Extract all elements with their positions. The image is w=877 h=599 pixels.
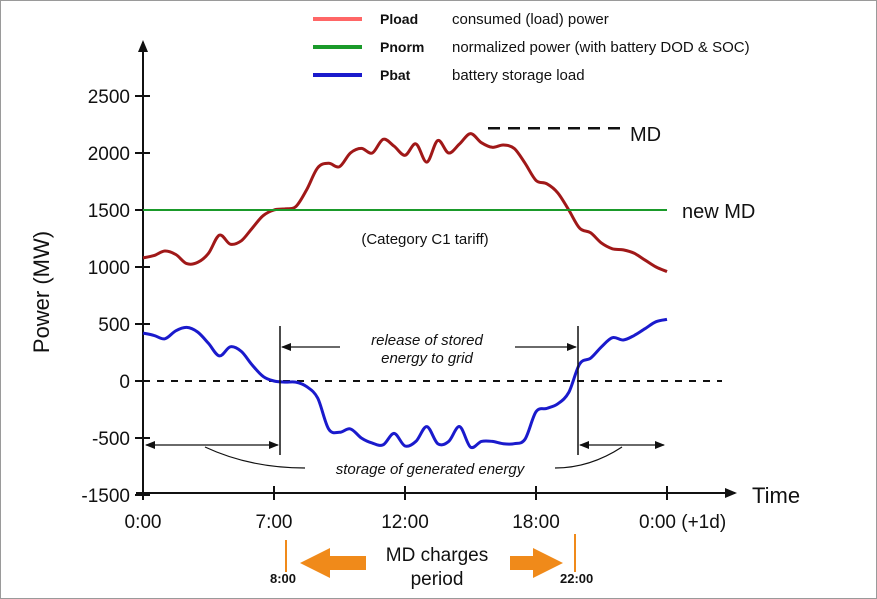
legend-symbol-pnorm: Pnorm	[380, 39, 424, 55]
x-tick-label: 12:00	[381, 512, 429, 533]
legend-text-pnorm: normalized power (with battery DOD & SOC…	[452, 39, 750, 56]
release-label-line1: release of stored	[371, 332, 483, 349]
y-tick-label: 2500	[88, 87, 130, 108]
period-arrow-left	[300, 548, 366, 578]
release-label-line2: energy to grid	[381, 350, 473, 367]
y-tick-label: 1000	[88, 258, 130, 279]
md-charges-period: MD charges period 8:00 22:00	[270, 534, 593, 590]
legend-text-pbat: battery storage load	[452, 67, 585, 84]
tick-labels: -1500 -500 0 500 1000 1500 2000 2500 0:00 7:00 12:…	[29, 87, 800, 533]
y-tick-label: 500	[98, 315, 130, 336]
period-label-line2: period	[411, 569, 464, 590]
storage-curve-left	[204, 446, 306, 469]
period-label-line1: MD charges	[386, 545, 488, 566]
series-pbat-line	[142, 317, 668, 450]
legend: Pload consumed (load) power Pnorm normalize…	[313, 11, 750, 84]
legend-text-pload: consumed (load) power	[452, 11, 609, 28]
y-tick-label: 2000	[88, 144, 130, 165]
tariff-label: (Category C1 tariff)	[361, 231, 488, 248]
axes	[136, 40, 737, 498]
y-axis-title: Power (MW)	[29, 231, 54, 353]
legend-symbol-pload: Pload	[380, 11, 418, 27]
y-tick-label: 1500	[88, 201, 130, 222]
new-md-label: new MD	[682, 201, 755, 223]
legend-symbol-pbat: Pbat	[380, 67, 411, 83]
storage-curve-right	[554, 446, 623, 469]
x-tick-label: 7:00	[256, 512, 293, 533]
x-tick-label: 0:00 (+1d)	[639, 512, 726, 533]
md-label: MD	[630, 124, 661, 146]
annotations: MD new MD (Category C1 tariff) release of s…	[145, 124, 755, 478]
period-arrow-right	[510, 548, 563, 578]
x-tick-label: 0:00	[125, 512, 162, 533]
period-end-label: 22:00	[560, 571, 593, 586]
release-label-bg	[340, 328, 515, 368]
series-pload-line	[142, 132, 668, 273]
y-tick-label: -500	[92, 429, 130, 450]
period-start-label: 8:00	[270, 571, 296, 586]
storage-label: storage of generated energy	[336, 461, 526, 478]
y-tick-label: 0	[119, 372, 130, 393]
x-tick-label: 18:00	[512, 512, 560, 533]
series-lines	[142, 132, 722, 450]
y-tick-label: -1500	[81, 486, 130, 507]
x-axis-title: Time	[752, 483, 800, 508]
